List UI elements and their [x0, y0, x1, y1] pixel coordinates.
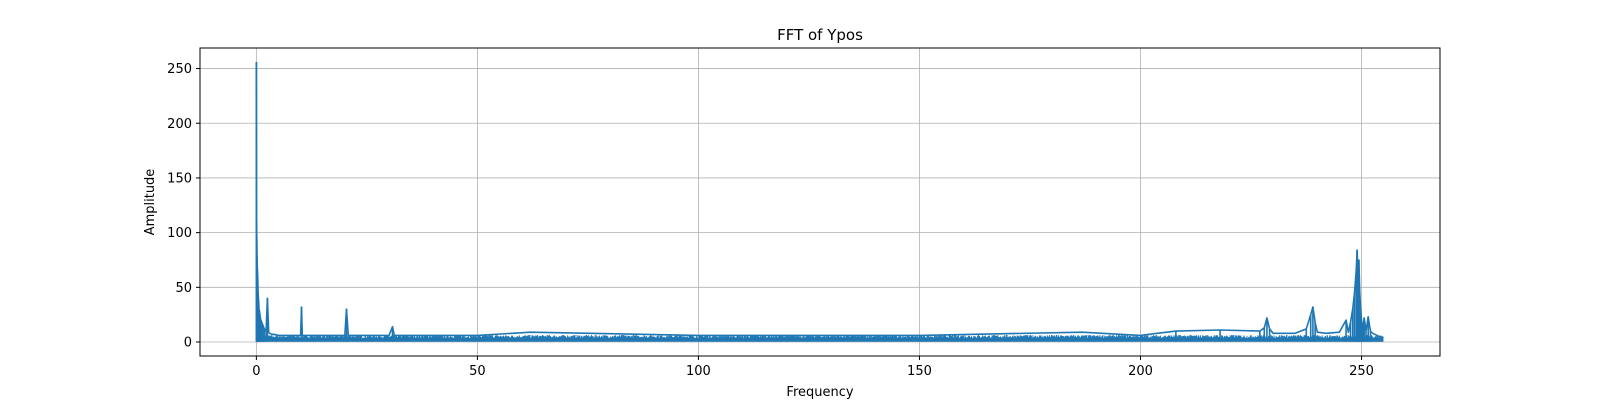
grid: [200, 48, 1440, 356]
chart-title: FFT of Ypos: [777, 26, 863, 44]
y-tick-label: 250: [167, 62, 192, 77]
x-axis-label: Frequency: [786, 385, 853, 400]
x-tick-label: 0: [252, 364, 260, 379]
data-series: [255, 61, 1384, 342]
y-axis-ticks: 0 50 100 150 200 250: [167, 62, 200, 351]
x-tick-label: 50: [469, 364, 486, 379]
y-tick-label: 0: [184, 336, 192, 351]
x-tick-label: 100: [686, 364, 711, 379]
x-axis-ticks: 0 50 100 150 200 250: [252, 356, 1374, 379]
y-axis-label: Amplitude: [143, 169, 158, 236]
y-tick-label: 200: [167, 117, 192, 132]
x-tick-label: 150: [907, 364, 932, 379]
y-tick-label: 100: [167, 226, 192, 241]
x-tick-label: 200: [1128, 364, 1153, 379]
x-tick-label: 250: [1349, 364, 1374, 379]
y-tick-label: 150: [167, 171, 192, 186]
y-tick-label: 50: [175, 281, 192, 296]
plot-area-frame: [199, 47, 1441, 357]
